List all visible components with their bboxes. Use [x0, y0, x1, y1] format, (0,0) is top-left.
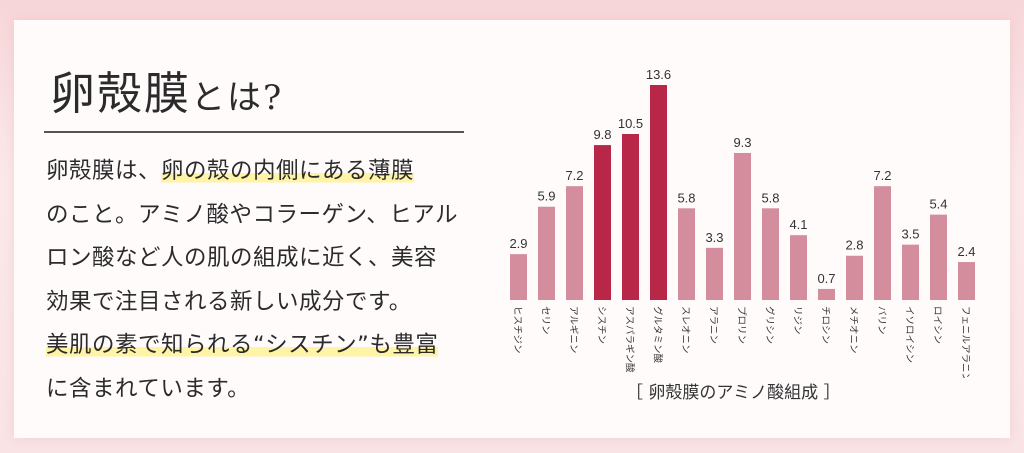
bar-2 [538, 206, 555, 300]
bar-7 [678, 208, 695, 300]
bar-8 [706, 247, 723, 300]
bar-16 [930, 214, 947, 300]
category-label: セリン [540, 306, 551, 335]
bar-13 [846, 255, 863, 300]
bar-4 [594, 145, 611, 300]
category-label: シスチン [596, 306, 607, 344]
bar-3 [566, 186, 583, 300]
bar-value-label: 9.3 [733, 135, 751, 150]
category-label: アラニン [708, 306, 719, 344]
bar-value-label: 2.4 [957, 244, 975, 259]
bar-1 [510, 254, 527, 300]
bar-10 [762, 208, 779, 300]
amino-acid-bar-chart: 2.9 ヒスチジン 5.9 セリン 7.2 アルギニン 9.8 シスチン 10.5 アスパラギン酸… [509, 67, 975, 378]
title-suffix: とは? [191, 78, 284, 118]
bar-12 [818, 288, 835, 300]
bar-11 [790, 235, 807, 300]
chart-caption: ［ 卵殻膜のアミノ酸組成 ］ [626, 383, 841, 403]
category-label: アスパラギン酸 [624, 306, 636, 373]
category-label: スレオニン [680, 306, 691, 354]
category-label: ロイシン [932, 306, 943, 344]
bar-value-label: 2.8 [845, 238, 863, 253]
bar-value-label: 3.3 [705, 230, 723, 245]
category-label: ヒスチジン [512, 306, 523, 354]
category-label: チロシン [820, 306, 831, 344]
category-label: アルギニン [568, 306, 579, 353]
bar-5 [622, 134, 639, 300]
bar-value-label: 7.2 [565, 168, 583, 183]
bar-value-label: 5.8 [677, 190, 695, 205]
description-text: 卵殻膜は、卵の殻の内側にある薄膜 のこと。アミノ酸やコラーゲン、ヒアル ロン酸な… [46, 150, 476, 411]
description-line: に含まれています。 [46, 375, 251, 402]
bar-value-label: 10.5 [618, 116, 643, 131]
bar-value-label: 5.9 [537, 189, 555, 204]
title-divider [44, 131, 464, 133]
category-label: フェニルアラニン [960, 306, 971, 378]
bar-6 [650, 85, 667, 300]
category-label: イソロイシン [904, 306, 915, 363]
title-main: 卵殻膜 [50, 67, 192, 120]
category-label: グルタミン酸 [652, 306, 664, 364]
bar-value-label: 0.7 [817, 271, 835, 286]
text-segment: 卵殻膜は、 [46, 158, 162, 184]
category-label: リジン [792, 306, 803, 335]
info-card [14, 20, 1010, 438]
category-label: グリシン [764, 306, 776, 344]
description-line: のこと。アミノ酸やコラーゲン、ヒアル [46, 201, 458, 228]
description-line: 美肌の素で知られる“シスチン”も豊富 [46, 324, 476, 368]
category-label: バリン [876, 306, 887, 335]
category-label: メチオニン [848, 306, 859, 354]
highlighted-text: 卵の殻の内側にある薄膜 [161, 158, 415, 184]
bar-15 [902, 244, 919, 300]
bar-value-label: 7.2 [873, 168, 891, 183]
bar-value-label: 5.8 [761, 190, 779, 205]
bar-value-label: 9.8 [593, 127, 611, 142]
page-title: 卵殻膜とは? [50, 57, 283, 122]
description-line: 卵殻膜は、卵の殻の内側にある薄膜 [46, 150, 476, 194]
bar-value-label: 3.5 [901, 227, 919, 242]
bar-14 [874, 186, 891, 300]
description-line: ロン酸など人の肌の組成に近く、美容 [46, 245, 438, 271]
bar-value-label: 5.4 [929, 197, 947, 212]
bar-9 [734, 152, 751, 300]
highlighted-text: 美肌の素で知られる“シスチン”も豊富 [46, 332, 439, 358]
bar-17 [958, 262, 975, 300]
description-line: 効果で注目される新しい成分です。 [46, 288, 412, 315]
bar-value-label: 2.9 [509, 236, 527, 251]
bar-value-label: 4.1 [789, 217, 807, 232]
category-label: プロリン [736, 306, 747, 344]
bar-value-label: 13.6 [646, 67, 671, 82]
